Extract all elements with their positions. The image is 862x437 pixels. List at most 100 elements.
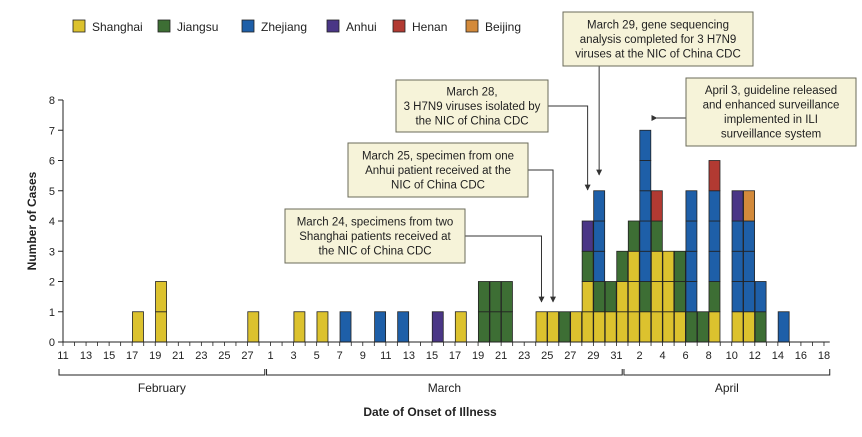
x-tick-label-2013-03-07: 7 [337,350,343,362]
x-tick-label-2013-03-19: 19 [472,350,484,362]
bar-segment-zhejiang-2013-04-02 [639,160,652,192]
annotation-text-apr3: implemented in ILI [724,114,818,126]
legend-label-jiangsu: Jiangsu [177,20,218,34]
legend-swatch-shanghai [72,19,86,33]
bar-segment-zhejiang-2013-04-08 [708,250,721,282]
bar-segment-shanghai-2013-03-25 [547,311,559,343]
bar-segment-zhejiang-2013-04-11 [743,220,755,252]
annotation-text-mar25: Anhui patient received at the [365,165,511,177]
annotation-mar24: March 24, specimens from two Shanghai pat… [284,208,545,303]
bar-segment-zhejiang-2013-04-06 [685,250,698,282]
bar-segment-jiangsu-2013-03-21 [501,311,513,343]
annotation-mar25: March 25, specimen from one Anhui patient… [347,142,557,303]
bar-segment-shanghai-2013-03-31 [616,311,629,343]
bar-segment-jiangsu-2013-04-07 [697,311,709,343]
x-tick-label-2013-02-25: 25 [218,350,230,362]
y-tick-label: 6 [49,156,55,168]
bar-segment-shanghai-2013-04-04 [662,311,675,343]
x-tick-label-2013-02-15: 15 [103,350,115,362]
bar-segment-shanghai-2013-03-17 [454,311,467,343]
month-label-march: March [428,381,461,395]
bar-segment-henan-2013-04-03 [650,190,663,222]
legend-label-henan: Henan [412,20,447,34]
bar-segment-zhejiang-2013-03-29 [593,250,606,282]
y-tick-label: 0 [49,337,55,349]
month-bracket-april [623,369,831,376]
legend-swatch-beijing [465,19,479,33]
legend-label-shanghai: Shanghai [92,20,143,34]
bar-segment-jiangsu-2013-04-06 [685,311,698,343]
y-axis: 0 1 2 3 4 5 6 7 8 [49,95,64,349]
bars [132,129,790,343]
x-tick-label-2013-03-11: 11 [380,350,391,362]
bar-segment-shanghai-2013-04-03 [650,311,663,343]
x-tick-label-2013-02-19: 19 [149,350,161,362]
bar-segment-shanghai-2013-04-05 [673,311,686,343]
bar-segment-shanghai-2013-04-01 [627,281,640,313]
y-tick-label: 2 [49,277,55,289]
bar-segment-shanghai-2013-03-05 [316,311,329,343]
month-label-february: February [138,381,186,395]
x-tick-label-2013-03-23: 23 [518,350,530,362]
bar-segment-jiangsu-2013-03-19 [477,281,490,313]
bar-segment-shanghai-2013-03-28 [581,281,594,313]
x-tick-label-2013-03-05: 5 [314,350,320,362]
legend-swatch-jiangsu [157,19,171,33]
bar-segment-shanghai-2013-04-04 [662,250,675,282]
bar-segment-shanghai-2013-02-19 [155,311,167,343]
bar-segment-anhui-2013-03-28 [581,220,594,252]
bar-segment-zhejiang-2013-03-07 [339,311,352,343]
bar-segment-shanghai-2013-02-27 [247,311,260,343]
x-tick-label-2013-02-23: 23 [195,350,207,362]
bar-segment-zhejiang-2013-03-29 [593,220,606,252]
bar-segment-jiangsu-2013-03-26 [558,311,571,343]
bar-segment-beijing-2013-04-11 [743,190,755,222]
legend-label-zhejiang: Zhejiang [261,20,307,34]
bar-segment-jiangsu-2013-03-30 [604,281,617,313]
bar-segment-shanghai-2013-04-03 [650,281,663,313]
bar-segment-shanghai-2013-03-30 [604,311,617,343]
y-tick-label: 7 [49,125,55,137]
x-tick-label-2013-03-25: 25 [541,350,553,362]
month-bracket-february [58,369,266,376]
y-tick-label: 3 [49,246,55,258]
bar-segment-shanghai-2013-02-17 [132,311,144,343]
bar-segment-shanghai-2013-04-02 [639,311,652,343]
annotation-mar28: March 28, 3 H7N9 viruses isolated by the N… [395,79,591,191]
bar-segment-zhejiang-2013-04-14 [777,311,790,343]
annotation-box-apr3 [685,77,857,147]
annotation-box-mar24 [284,208,466,264]
y-tick-label: 5 [49,186,55,198]
x-tick-label-2013-03-09: 9 [360,350,366,362]
annotation-text-apr3: and enhanced surveillance [703,100,840,112]
x-tick-label-2013-04-08: 8 [706,350,712,362]
x-tick-label-2013-04-16: 16 [795,350,807,362]
x-axis-title: Date of Onset of Illness [363,405,497,419]
bar-segment-jiangsu-2013-04-05 [673,250,686,282]
month-bracket-march [266,369,623,376]
bar-segment-jiangsu-2013-03-29 [593,281,606,313]
x-tick-label-2013-02-11: 11 [57,350,68,362]
bar-segment-jiangsu-2013-03-20 [489,281,502,313]
legend-label-beijing: Beijing [485,20,521,34]
x-tick-label-2013-03-29: 29 [587,350,599,362]
bar-segment-jiangsu-2013-04-02 [639,281,652,313]
x-tick-label-2013-03-01: 1 [267,350,273,362]
bar-segment-anhui-2013-03-15 [431,311,444,343]
x-tick-label-2013-03-17: 17 [449,350,461,362]
bar-segment-shanghai-2013-03-03 [293,311,306,343]
x-tick-label-2013-04-12: 12 [749,350,761,362]
annotation-arrow-mar24 [465,235,545,303]
legend-swatch-henan [392,19,406,33]
annotation-text-mar29: analysis completed for 3 H7N9 [580,34,737,46]
bar-segment-zhejiang-2013-04-02 [639,250,652,282]
month-label-april: April [715,381,739,395]
y-tick-label: 8 [49,95,55,107]
x-tick-label-2013-04-14: 14 [772,350,784,362]
bar-segment-jiangsu-2013-03-19 [477,311,490,343]
bar-segment-zhejiang-2013-04-02 [639,129,652,161]
bar-segment-henan-2013-04-08 [708,160,721,192]
annotation-text-mar25: March 25, specimen from one [362,150,514,162]
y-tick-label: 1 [49,307,55,319]
annotation-arrow-mar28 [548,105,591,191]
